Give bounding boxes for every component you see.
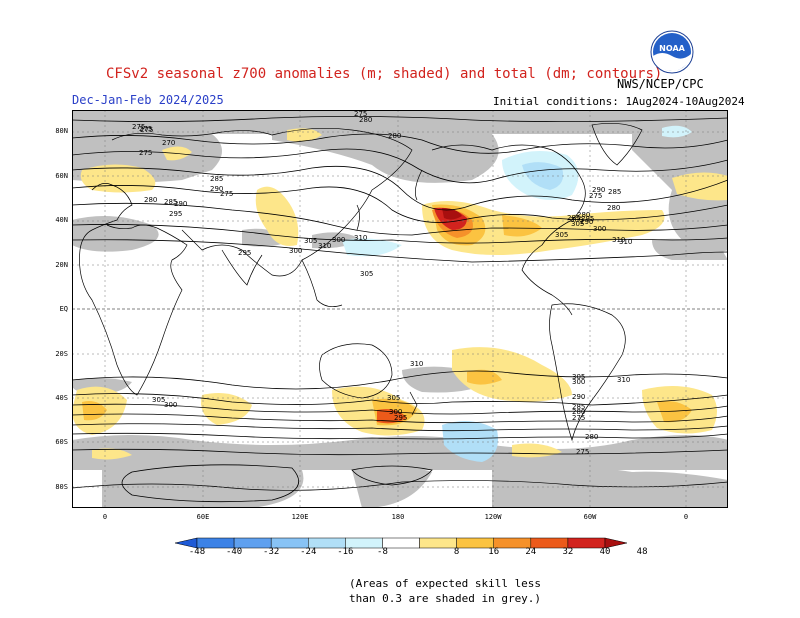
contour-label: 305	[555, 231, 568, 239]
contour-label: 305	[304, 237, 317, 245]
contour-label: 300	[289, 247, 302, 255]
lat-label: 80N	[55, 127, 68, 135]
contour-label: 310	[410, 360, 423, 368]
contour-label: 290	[210, 185, 223, 193]
lat-label: 80S	[55, 483, 68, 491]
lat-label: 40N	[55, 216, 68, 224]
lat-label: 60S	[55, 438, 68, 446]
contour-label: 300	[572, 378, 585, 386]
contour-label: 275	[589, 192, 602, 200]
colorbar-label: 40	[599, 547, 611, 557]
contour-label: 280	[359, 116, 372, 124]
anomaly-colorbar	[175, 537, 627, 549]
contour-label: 310	[619, 238, 632, 246]
colorbar-label: -40	[225, 547, 243, 557]
lat-label: 20S	[55, 350, 68, 358]
contour-label: 310	[612, 236, 625, 244]
contour-label: 305	[152, 396, 165, 404]
contour-label: 300	[570, 216, 583, 224]
contour-label: 275	[576, 448, 589, 456]
colorbar-label: 8	[453, 547, 460, 557]
contour-label: 295	[581, 215, 594, 223]
colorbar-label: -32	[263, 547, 280, 557]
contour-label: 295	[238, 249, 251, 257]
contour-label: 290	[580, 218, 593, 226]
lon-label: 0	[102, 513, 108, 521]
lon-label: 0	[683, 513, 689, 521]
contour-label: 280	[607, 204, 620, 212]
colorbar-label: 16	[488, 547, 500, 557]
lon-label: 60E	[196, 513, 210, 521]
lat-label: 20N	[55, 261, 68, 269]
contour-label: 270	[162, 139, 175, 147]
contour-label: 300	[389, 408, 402, 416]
contour-label: 295	[394, 414, 407, 422]
contour-label: 275	[354, 110, 367, 118]
colorbar-label: 32	[562, 547, 574, 557]
agency-label: NWS/NCEP/CPC	[617, 77, 704, 91]
map-title: CFSv2 seasonal z700 anomalies (m; shaded…	[106, 66, 663, 82]
colorbar-label: -48	[188, 547, 206, 557]
contour-label: 285	[164, 198, 177, 206]
contour-label: 300	[332, 236, 345, 244]
skill-note-line2: than 0.3 are shaded in grey.)	[349, 592, 542, 605]
contour-label: 310	[318, 242, 331, 250]
negative-anomaly-shading	[342, 125, 692, 462]
lon-label: 120E	[291, 513, 309, 521]
contour-label: 305	[360, 270, 373, 278]
contour-label: 310	[354, 234, 367, 242]
initial-conditions-label: Initial conditions: 1Aug2024-10Aug2024	[493, 95, 745, 108]
contour-label: 285	[572, 403, 585, 411]
contour-label: 285	[608, 188, 621, 196]
noaa-logo-icon: NOAA	[650, 30, 694, 74]
contour-label: 275	[132, 123, 145, 131]
lon-label: 180	[391, 513, 405, 521]
contour-label: 285	[567, 214, 580, 222]
contour-label: 280	[577, 211, 590, 219]
contour-label: 275	[140, 126, 153, 134]
lon-label: 60W	[583, 513, 597, 521]
contour-label: 275	[139, 149, 152, 157]
lon-label: 120W	[484, 513, 502, 521]
colorbar-label: -24	[300, 547, 317, 557]
height-contours	[72, 116, 728, 503]
contour-label: 300	[164, 401, 177, 409]
contour-label: 280	[144, 196, 157, 204]
contour-label: 275	[139, 125, 152, 133]
contour-label: 290	[174, 200, 187, 208]
lat-label: 40S	[55, 394, 68, 402]
contour-label: 305	[572, 373, 585, 381]
colorbar-label: -16	[337, 547, 354, 557]
contour-label: 280	[572, 408, 585, 416]
skill-note-line1: (Areas of expected skill less	[349, 577, 542, 590]
logo-text: NOAA	[659, 44, 685, 53]
contour-label: 295	[169, 210, 182, 218]
colorbar-label: -8	[377, 547, 388, 557]
contour-label: 310	[617, 376, 630, 384]
contour-label: 280	[585, 433, 598, 441]
contour-label: 280	[388, 132, 401, 140]
lat-label: EQ	[59, 305, 68, 313]
contour-label: 305	[387, 394, 400, 402]
contour-label: 290	[592, 186, 605, 194]
colorbar-label: 24	[525, 547, 537, 557]
contour-label: 285	[210, 175, 223, 183]
contour-label: 275	[220, 190, 233, 198]
graticule	[72, 110, 728, 508]
season-label: Dec-Jan-Feb 2024/2025	[72, 93, 224, 107]
contour-label: 305	[571, 220, 584, 228]
contour-label: 300	[593, 225, 606, 233]
contour-label: 275	[572, 414, 585, 422]
contour-label: 290	[572, 393, 585, 401]
colorbar-segment	[604, 537, 627, 549]
colorbar-label: 48	[636, 547, 648, 557]
lat-label: 60N	[55, 172, 68, 180]
